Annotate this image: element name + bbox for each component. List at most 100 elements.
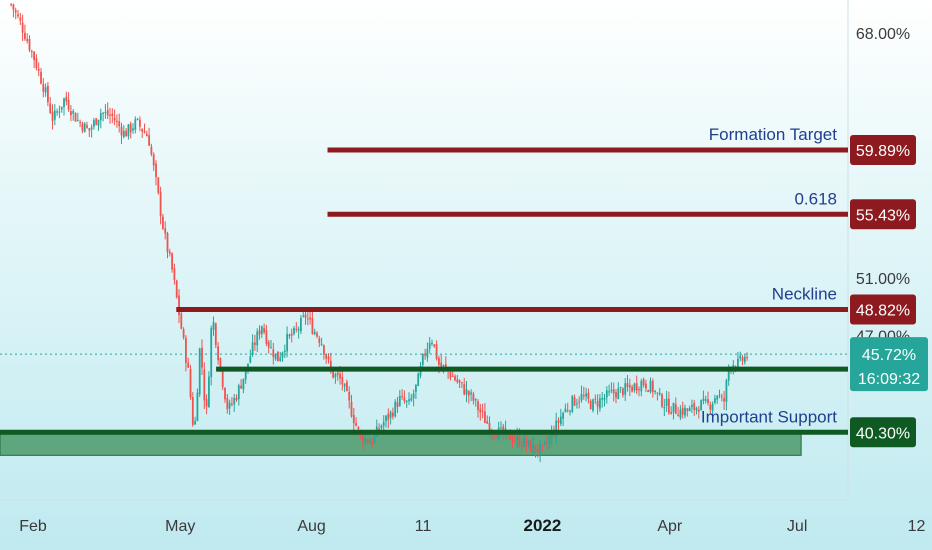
- candle: [539, 440, 542, 463]
- candle: [587, 388, 590, 404]
- candle: [127, 124, 130, 140]
- candle: [152, 152, 155, 171]
- candle: [463, 377, 466, 396]
- candle: [541, 444, 544, 453]
- level-label: 0.618: [794, 189, 837, 208]
- candle: [716, 395, 719, 404]
- candle: [663, 398, 666, 416]
- candle: [173, 263, 176, 285]
- candle: [272, 342, 275, 365]
- candle: [527, 440, 530, 449]
- candle: [148, 127, 151, 147]
- candle: [576, 398, 578, 409]
- candle: [635, 375, 638, 395]
- candle: [523, 435, 525, 448]
- candle: [651, 378, 654, 398]
- candle: [270, 339, 272, 349]
- candle: [617, 382, 620, 400]
- candle: [380, 424, 383, 430]
- candle: [134, 116, 137, 134]
- candle: [145, 130, 148, 137]
- candle: [532, 436, 535, 455]
- candle: [624, 377, 627, 402]
- candle: [51, 104, 54, 130]
- candle: [164, 221, 167, 240]
- candle: [684, 404, 686, 419]
- level-price-badge: 48.82%: [850, 294, 916, 325]
- candle: [711, 401, 714, 419]
- svg-text:48.82%: 48.82%: [856, 303, 910, 320]
- candle: [281, 351, 284, 362]
- candle: [456, 375, 459, 384]
- candle: [743, 353, 746, 365]
- candle: [212, 316, 215, 336]
- candle: [674, 397, 677, 415]
- candle: [70, 105, 72, 122]
- candle: [86, 121, 88, 129]
- candle: [104, 104, 107, 119]
- candle: [102, 111, 105, 122]
- candle: [141, 128, 144, 139]
- candle: [410, 393, 413, 402]
- candle: [254, 334, 256, 351]
- candle: [14, 7, 17, 20]
- candle: [408, 392, 410, 405]
- candle: [274, 353, 277, 361]
- candle: [417, 372, 420, 387]
- candle: [481, 403, 484, 419]
- candle: [605, 386, 608, 404]
- candle: [472, 391, 475, 405]
- candle: [217, 342, 220, 365]
- candle: [17, 10, 19, 19]
- time-tick-label: Aug: [297, 518, 325, 535]
- candle: [81, 121, 84, 134]
- candle: [582, 386, 585, 400]
- candle: [679, 405, 682, 421]
- candle: [125, 128, 128, 137]
- candle: [226, 393, 229, 414]
- candle: [111, 108, 114, 124]
- price-tick-label: 51.00%: [856, 271, 910, 288]
- candle: [309, 311, 312, 325]
- candle: [622, 387, 624, 398]
- candle: [122, 125, 125, 139]
- candle: [155, 160, 157, 186]
- candle: [35, 54, 38, 71]
- candle: [97, 119, 100, 131]
- candle: [474, 398, 477, 407]
- candle: [352, 408, 355, 431]
- countdown-timer: 16:09:32: [858, 371, 920, 388]
- candle: [210, 325, 213, 386]
- candle: [608, 384, 611, 397]
- candle: [297, 326, 300, 339]
- candle: [79, 119, 82, 128]
- candle: [739, 351, 742, 362]
- candle: [49, 97, 52, 115]
- candle: [180, 309, 183, 330]
- candle: [258, 325, 261, 340]
- candle: [159, 186, 162, 225]
- time-tick-label: Feb: [19, 518, 47, 535]
- candle: [139, 116, 141, 132]
- candle: [640, 378, 643, 397]
- candle: [525, 435, 528, 453]
- candle: [293, 326, 295, 336]
- candle: [534, 445, 537, 458]
- candle: [304, 309, 307, 325]
- candle: [162, 213, 164, 231]
- candle: [157, 176, 160, 195]
- candle: [295, 321, 298, 333]
- candle: [723, 390, 726, 410]
- candle: [194, 416, 197, 426]
- candle: [83, 122, 86, 133]
- time-tick-label: May: [165, 518, 195, 535]
- candle: [316, 330, 318, 339]
- candle: [24, 24, 26, 41]
- level-price-badge: 59.89%: [850, 135, 916, 165]
- candle: [477, 399, 479, 418]
- candle: [649, 377, 652, 394]
- candle: [318, 335, 321, 348]
- candle: [348, 386, 351, 409]
